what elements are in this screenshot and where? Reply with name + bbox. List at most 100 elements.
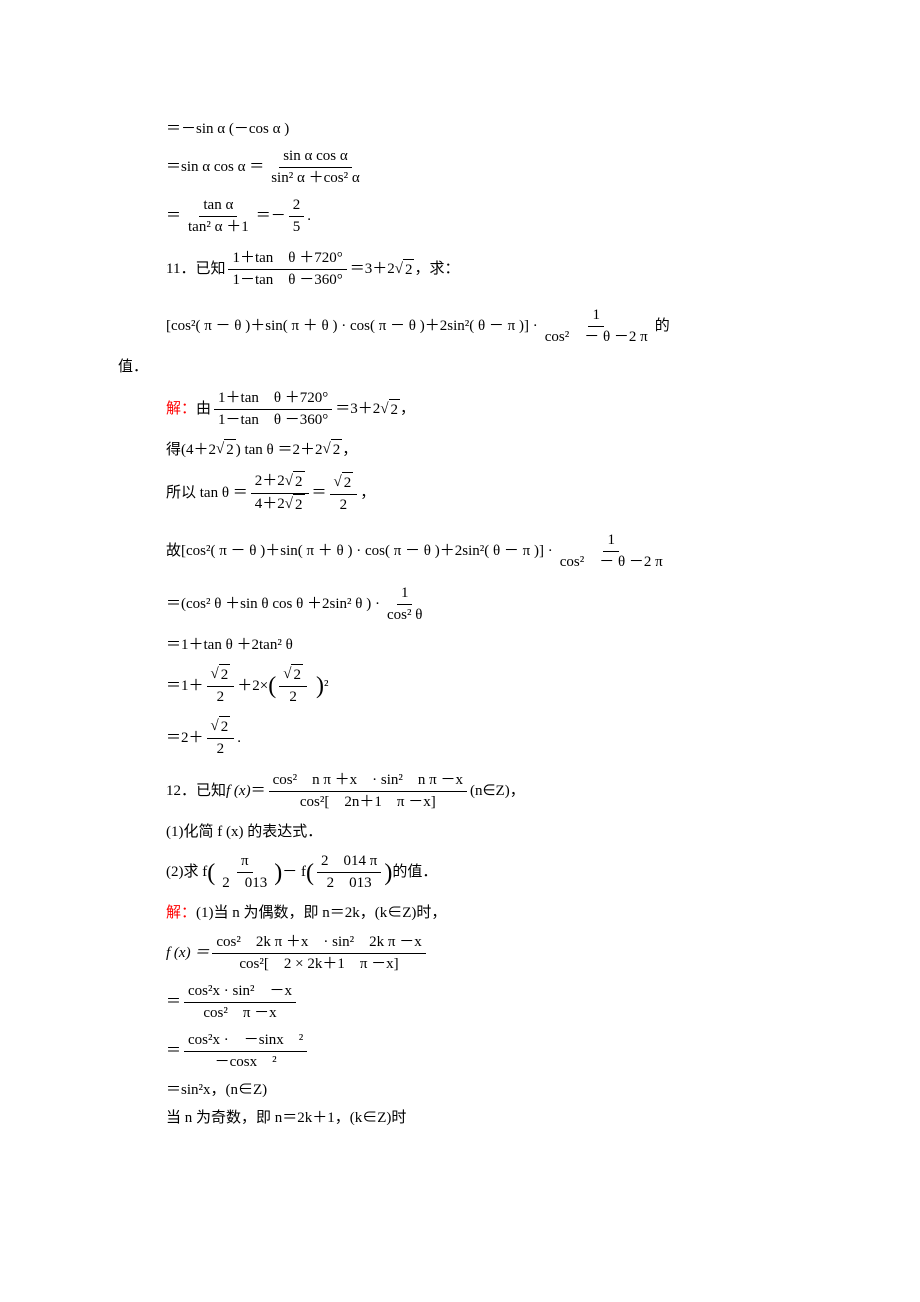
denominator: 2 [213,687,229,708]
problem-12: 12．已知 f (x) ＝ cos² n π ＋x · sin² n π －x … [166,770,880,813]
expr: ＝2＋ [166,728,204,749]
fraction: 1 cos² － θ －2 π [556,530,667,573]
expr: ＝1＋ [166,676,204,697]
text: ＝3＋2 [335,399,380,420]
paren-open: ( [268,674,276,698]
sqrt: 2 [216,439,236,461]
problem-11: 11．已知 1＋tan θ ＋720° 1－tan θ －360° ＝3＋2 2… [166,248,880,291]
numerator: 1＋tan θ ＋720° [214,388,332,410]
denominator: 2 [285,687,301,708]
numerator: 2 [330,472,358,495]
denominator: cos² － θ －2 π [556,552,667,573]
expr: . [237,728,241,749]
problem-12-q1: (1)化简 f (x) 的表达式． [166,821,880,843]
numerator: tan α [199,195,237,217]
numerator: cos² 2k π ＋x · sin² 2k π －x [212,932,425,954]
text: － f [282,862,306,883]
fraction: π 2 013 [218,851,271,894]
denominator: 2 [336,495,352,516]
numerator: cos²x · －sinx ² [184,1030,307,1052]
fraction: 1 cos² － θ －2 π [541,305,652,348]
numerator: 1 [397,583,413,605]
fraction: 1＋tan θ ＋720° 1－tan θ －360° [228,248,346,291]
text: ， [360,483,375,504]
expr: ＝ [166,1041,181,1062]
fraction: 2 2 [279,664,307,708]
solution-11-line: 所以 tan θ ＝ 2＋22 4＋22 ＝ 2 2 ， [166,471,880,516]
solution-12-line: ＝sin²x，(n∈Z) [166,1079,880,1101]
fraction: 2＋22 4＋22 [251,471,309,516]
math-line: ＝ tan α tan² α ＋1 ＝－ 2 5 . [166,195,880,238]
denominator: 2 [213,739,229,760]
solution-11-line: 得(4＋2 2 ) tan θ ＝2＋2 2 ， [166,439,880,461]
text: 12．已知 [166,781,226,802]
text: 的 [655,316,670,337]
numerator: 2 014 π [317,851,381,873]
denominator: 4＋22 [251,494,309,516]
denominator: －cosx ² [211,1052,281,1073]
expr: ＝(cos² θ ＋sin θ cos θ ＋2sin² θ ) · [166,594,380,615]
fraction: 2 5 [289,195,305,238]
denominator: cos² π －x [199,1003,280,1024]
solution-12-line: f (x) ＝ cos² 2k π ＋x · sin² 2k π －x cos²… [166,932,880,975]
fraction: 2 014 π 2 013 [317,851,381,894]
problem-11-value: 值． [118,356,880,378]
text: ＝3＋2 [350,259,395,280]
sqrt: 2 [285,471,305,493]
solution-11-line: ＝(cos² θ ＋sin θ cos θ ＋2sin² θ ) · 1 cos… [166,583,880,626]
document-page: ＝－sin α (－cos α ) ＝sin α cos α ＝ sin α c… [0,0,920,1173]
fraction: 2 2 [207,664,235,708]
solution-label: 解： [166,399,196,420]
text: 的值． [392,862,437,883]
text: 得(4＋2 [166,440,216,461]
sqrt: 2 [323,439,343,461]
solution-12-line: 当 n 为奇数，即 n＝2k＋1，(k∈Z)时 [166,1107,880,1129]
fraction: 2 2 [330,472,358,516]
problem-11-expr: [cos²( π － θ )＋sin( π ＋ θ ) · cos( π － θ… [166,305,880,348]
text: ) tan θ ＝2＋2 [236,440,323,461]
paren-close: ) [316,674,324,698]
paren-close: ) [384,861,392,885]
denominator: cos² θ [383,605,426,626]
expr: . [307,206,311,227]
fraction: sin α cos α sin² α ＋cos² α [267,146,363,189]
denominator: 2 013 [323,873,376,894]
numerator: 2 [279,664,307,687]
text: ＝ [251,781,266,802]
solution-12-line: ＝ cos²x · sin² －x cos² π －x [166,981,880,1024]
solution-11-line: ＝2＋ 2 2 . [166,716,880,760]
text: (2)求 f [166,862,207,883]
sqrt: 2 [334,472,354,494]
expr: ＝ [166,206,181,227]
text: ， [400,399,415,420]
problem-12-q2: (2)求 f ( π 2 013 ) － f ( 2 014 π 2 013 )… [166,851,880,894]
sqrt: 2 [283,664,303,686]
solution-label: 解： [166,903,196,924]
expr: ＝sin α cos α ＝ [166,157,264,178]
fx: f (x) ＝ [166,943,209,964]
numerator: 1 [588,305,604,327]
text: ，求： [414,259,459,280]
fraction: cos² 2k π ＋x · sin² 2k π －x cos²[ 2 × 2k… [212,932,425,975]
numerator: cos² n π ＋x · sin² n π －x [269,770,467,792]
expr: ＝1＋tan θ ＋2tan² θ [166,635,293,656]
expr: ＋2× [237,676,268,697]
text: ＝ [312,483,327,504]
expr: ＝－sin α (－cos α ) [166,119,289,140]
text: 值． [118,357,148,378]
expr: [cos²( π － θ )＋sin( π ＋ θ ) · cos( π － θ… [166,316,538,337]
numerator: 1 [603,530,619,552]
solution-11-line: 故[cos²( π － θ )＋sin( π ＋ θ ) · cos( π － … [166,530,880,573]
expr: ＝sin²x，(n∈Z) [166,1080,267,1101]
solution-12-line: ＝ cos²x · －sinx ² －cosx ² [166,1030,880,1073]
denominator: tan² α ＋1 [184,217,253,238]
expr: ² [324,676,329,697]
denominator: sin² α ＋cos² α [267,168,363,189]
fraction: cos²x · sin² －x cos² π －x [184,981,296,1024]
text: ， [342,440,357,461]
paren-open: ( [306,861,314,885]
solution-11-line: ＝1＋tan θ ＋2tan² θ [166,634,880,656]
expr: 故[cos²( π － θ )＋sin( π ＋ θ ) · cos( π － … [166,541,553,562]
denominator: cos²[ 2 × 2k＋1 π －x] [235,954,402,975]
sqrt: 2 [211,664,231,686]
